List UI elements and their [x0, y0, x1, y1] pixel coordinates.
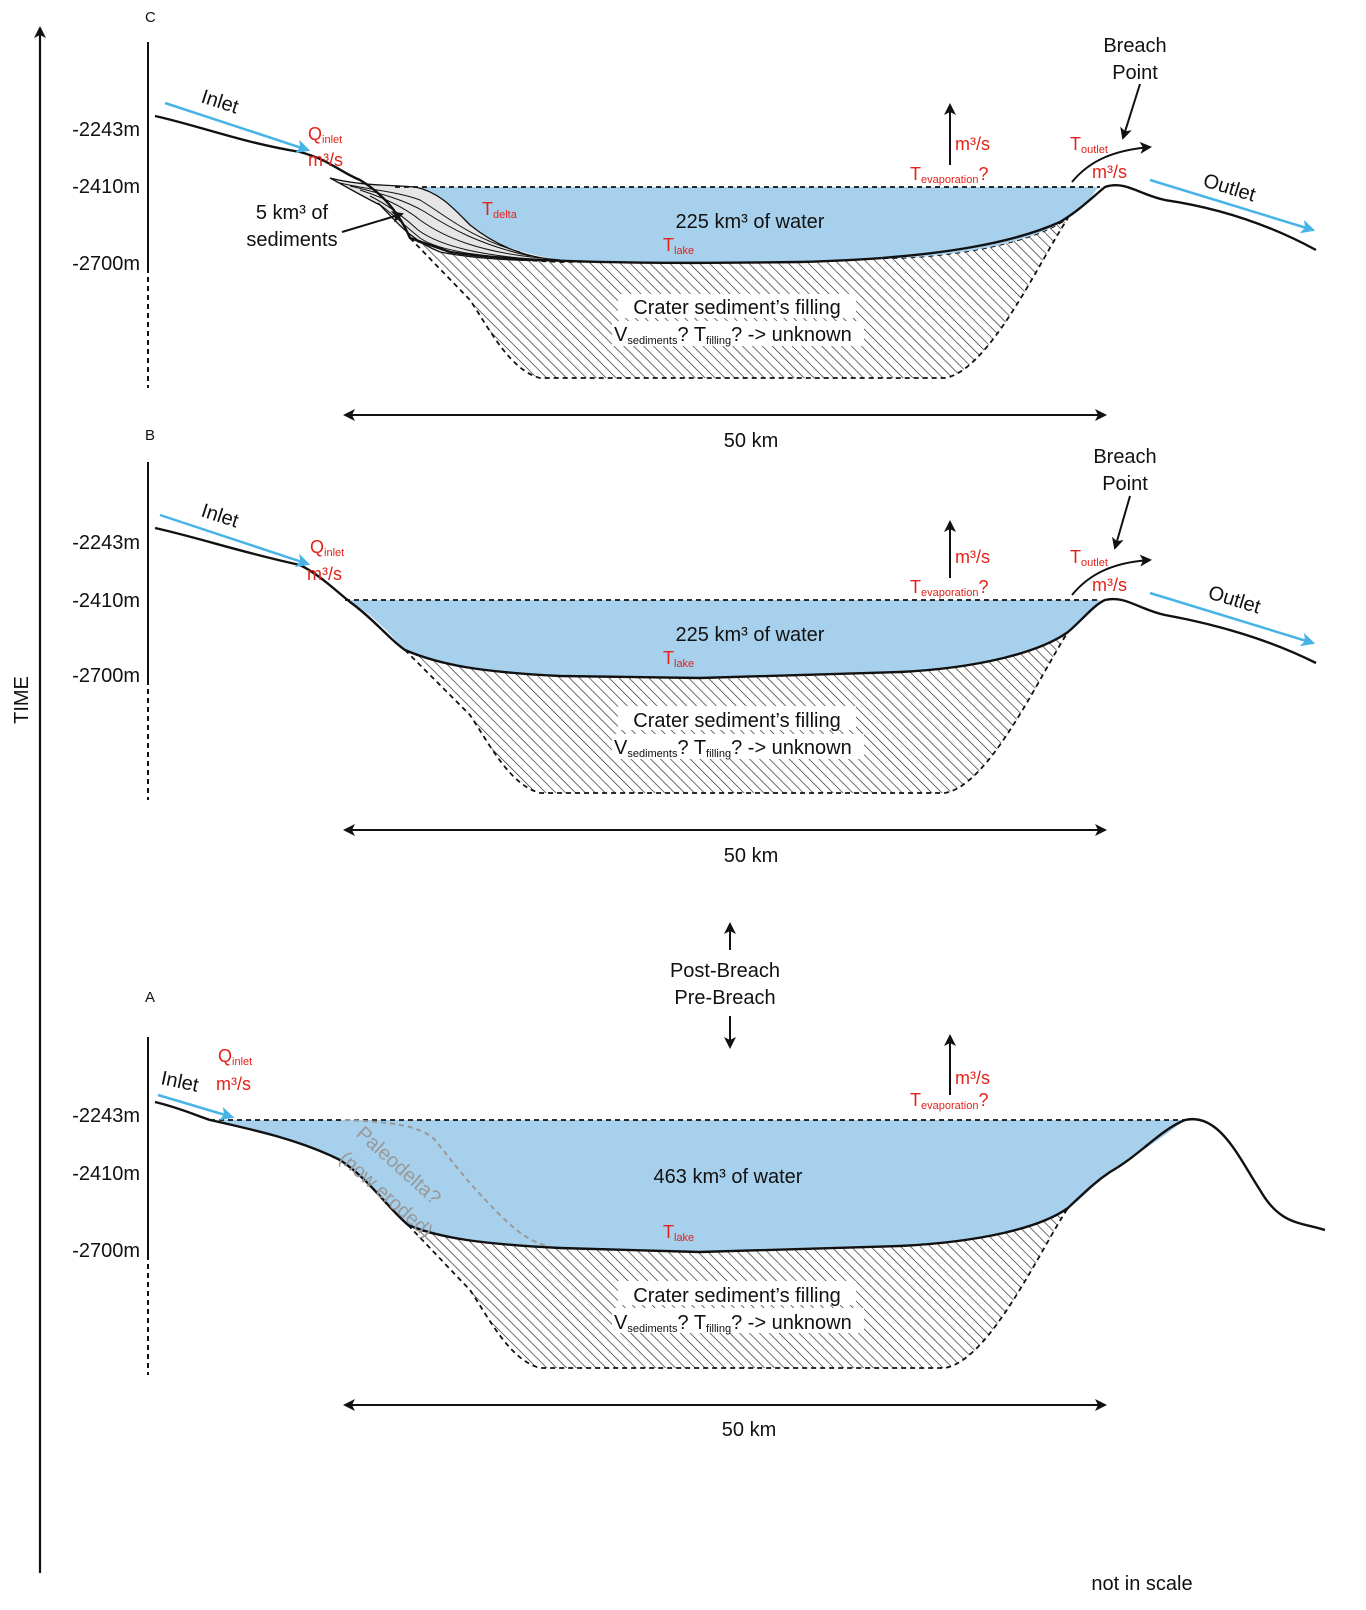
panel-letter: C	[145, 9, 156, 26]
t-evaporation-label: Tevaporation?	[910, 577, 989, 599]
panel-c: C -2243m -2410m -2700m Inlet Qinlet m³/s…	[72, 9, 1317, 452]
fill-label-bg2	[612, 321, 864, 346]
t-lake-label: Tlake	[663, 1222, 694, 1244]
t-evaporation-label: Tevaporation?	[910, 1090, 989, 1112]
breach-point-line1: Breach	[1103, 35, 1166, 57]
outlet-units: m³/s	[1092, 575, 1127, 595]
fill-label-bg	[618, 706, 856, 730]
level-2700: -2700m	[72, 665, 140, 687]
post-breach-label: Post-Breach	[670, 960, 780, 982]
breach-point-line2: Point	[1102, 473, 1148, 495]
evaporation-units: m³/s	[955, 1068, 990, 1088]
t-evaporation-label: Tevaporation?	[910, 164, 989, 186]
lake-water	[415, 187, 1098, 264]
breach-point-arrow	[1120, 83, 1141, 140]
evaporation-units: m³/s	[955, 547, 990, 567]
terrain-profile	[154, 526, 1317, 680]
level-2700: -2700m	[72, 253, 140, 275]
inlet-arrow	[159, 513, 311, 567]
water-volume-label: 225 km³ of water	[676, 211, 825, 233]
fill-label-line1: Crater sediment’s filling	[633, 1285, 841, 1307]
breach-point-arrow	[1112, 495, 1131, 550]
t-lake-label: Tlake	[663, 648, 694, 670]
q-inlet-units: m³/s	[307, 564, 342, 584]
width-label: 50 km	[722, 1419, 776, 1441]
q-inlet-label: Qinlet	[218, 1046, 252, 1068]
outlet-label: Outlet	[1201, 170, 1259, 207]
evaporation-units: m³/s	[955, 134, 990, 154]
inlet-label: Inlet	[159, 1067, 201, 1096]
outlet-units: m³/s	[1092, 162, 1127, 182]
level-2700: -2700m	[72, 1240, 140, 1262]
fill-label-line1: Crater sediment’s filling	[633, 710, 841, 732]
panel-letter: B	[145, 427, 155, 444]
fill-label-line2: Vsediments? Tfilling? -> unknown	[614, 737, 852, 760]
level-2410: -2410m	[72, 590, 140, 612]
level-2243: -2243m	[72, 119, 140, 141]
fill-label-bg	[618, 1281, 856, 1305]
t-outlet-label: Toutlet	[1070, 134, 1108, 156]
lake-water	[345, 600, 1100, 678]
water-volume-label: 225 km³ of water	[676, 624, 825, 646]
sediments-label-line2: sediments	[246, 229, 337, 251]
inlet-label: Inlet	[198, 86, 241, 119]
breach-point-line2: Point	[1112, 62, 1158, 84]
fill-label-line1: Crater sediment’s filling	[633, 297, 841, 319]
pre-breach-label: Pre-Breach	[674, 987, 775, 1009]
lake-water	[210, 1120, 1185, 1252]
t-outlet-label: Toutlet	[1070, 547, 1108, 569]
q-inlet-label: Qinlet	[308, 124, 342, 146]
inlet-label: Inlet	[198, 500, 241, 533]
outlet-flow-arrow	[1071, 141, 1152, 183]
sediments-label-line1: 5 km³ of	[256, 202, 329, 224]
panel-b: B -2243m -2410m -2700m Inlet Qinlet m³/s…	[72, 427, 1317, 867]
level-2243: -2243m	[72, 532, 140, 554]
breach-divider: Post-Breach Pre-Breach	[670, 922, 780, 1049]
sediments-pointer-arrow	[341, 211, 404, 233]
outlet-arrow	[1149, 178, 1316, 234]
t-lake-label: Tlake	[663, 235, 694, 257]
breach-point-line1: Breach	[1093, 446, 1156, 468]
fill-label-line2: Vsediments? Tfilling? -> unknown	[614, 324, 852, 347]
fill-label-bg	[618, 294, 856, 318]
fill-label-line2: Vsediments? Tfilling? -> unknown	[614, 1312, 852, 1335]
width-label: 50 km	[724, 430, 778, 452]
q-inlet-units: m³/s	[216, 1074, 251, 1094]
paleodelta-outline	[344, 1119, 549, 1247]
terrain-profile	[154, 1100, 1326, 1254]
time-axis-label: TIME	[11, 676, 33, 724]
level-2243: -2243m	[72, 1105, 140, 1127]
width-label: 50 km	[724, 845, 778, 867]
outlet-arrow	[1149, 591, 1316, 647]
level-2410: -2410m	[72, 176, 140, 198]
water-volume-label: 463 km³ of water	[654, 1166, 803, 1188]
terrain-profile	[154, 114, 1317, 265]
panel-letter: A	[145, 989, 155, 1006]
t-delta-label: Tdelta	[482, 199, 518, 221]
fill-label-bg2	[612, 1308, 864, 1333]
fill-label-bg2	[612, 734, 864, 759]
q-inlet-units: m³/s	[308, 150, 343, 170]
scale-note: not in scale	[1091, 1573, 1192, 1595]
outlet-flow-arrow	[1071, 554, 1152, 596]
panel-a: A -2243m -2410m -2700m Inlet Qinlet m³/s…	[72, 989, 1326, 1441]
q-inlet-label: Qinlet	[310, 537, 344, 559]
level-2410: -2410m	[72, 1163, 140, 1185]
inlet-arrow	[157, 1093, 235, 1121]
inlet-arrow	[164, 101, 311, 154]
